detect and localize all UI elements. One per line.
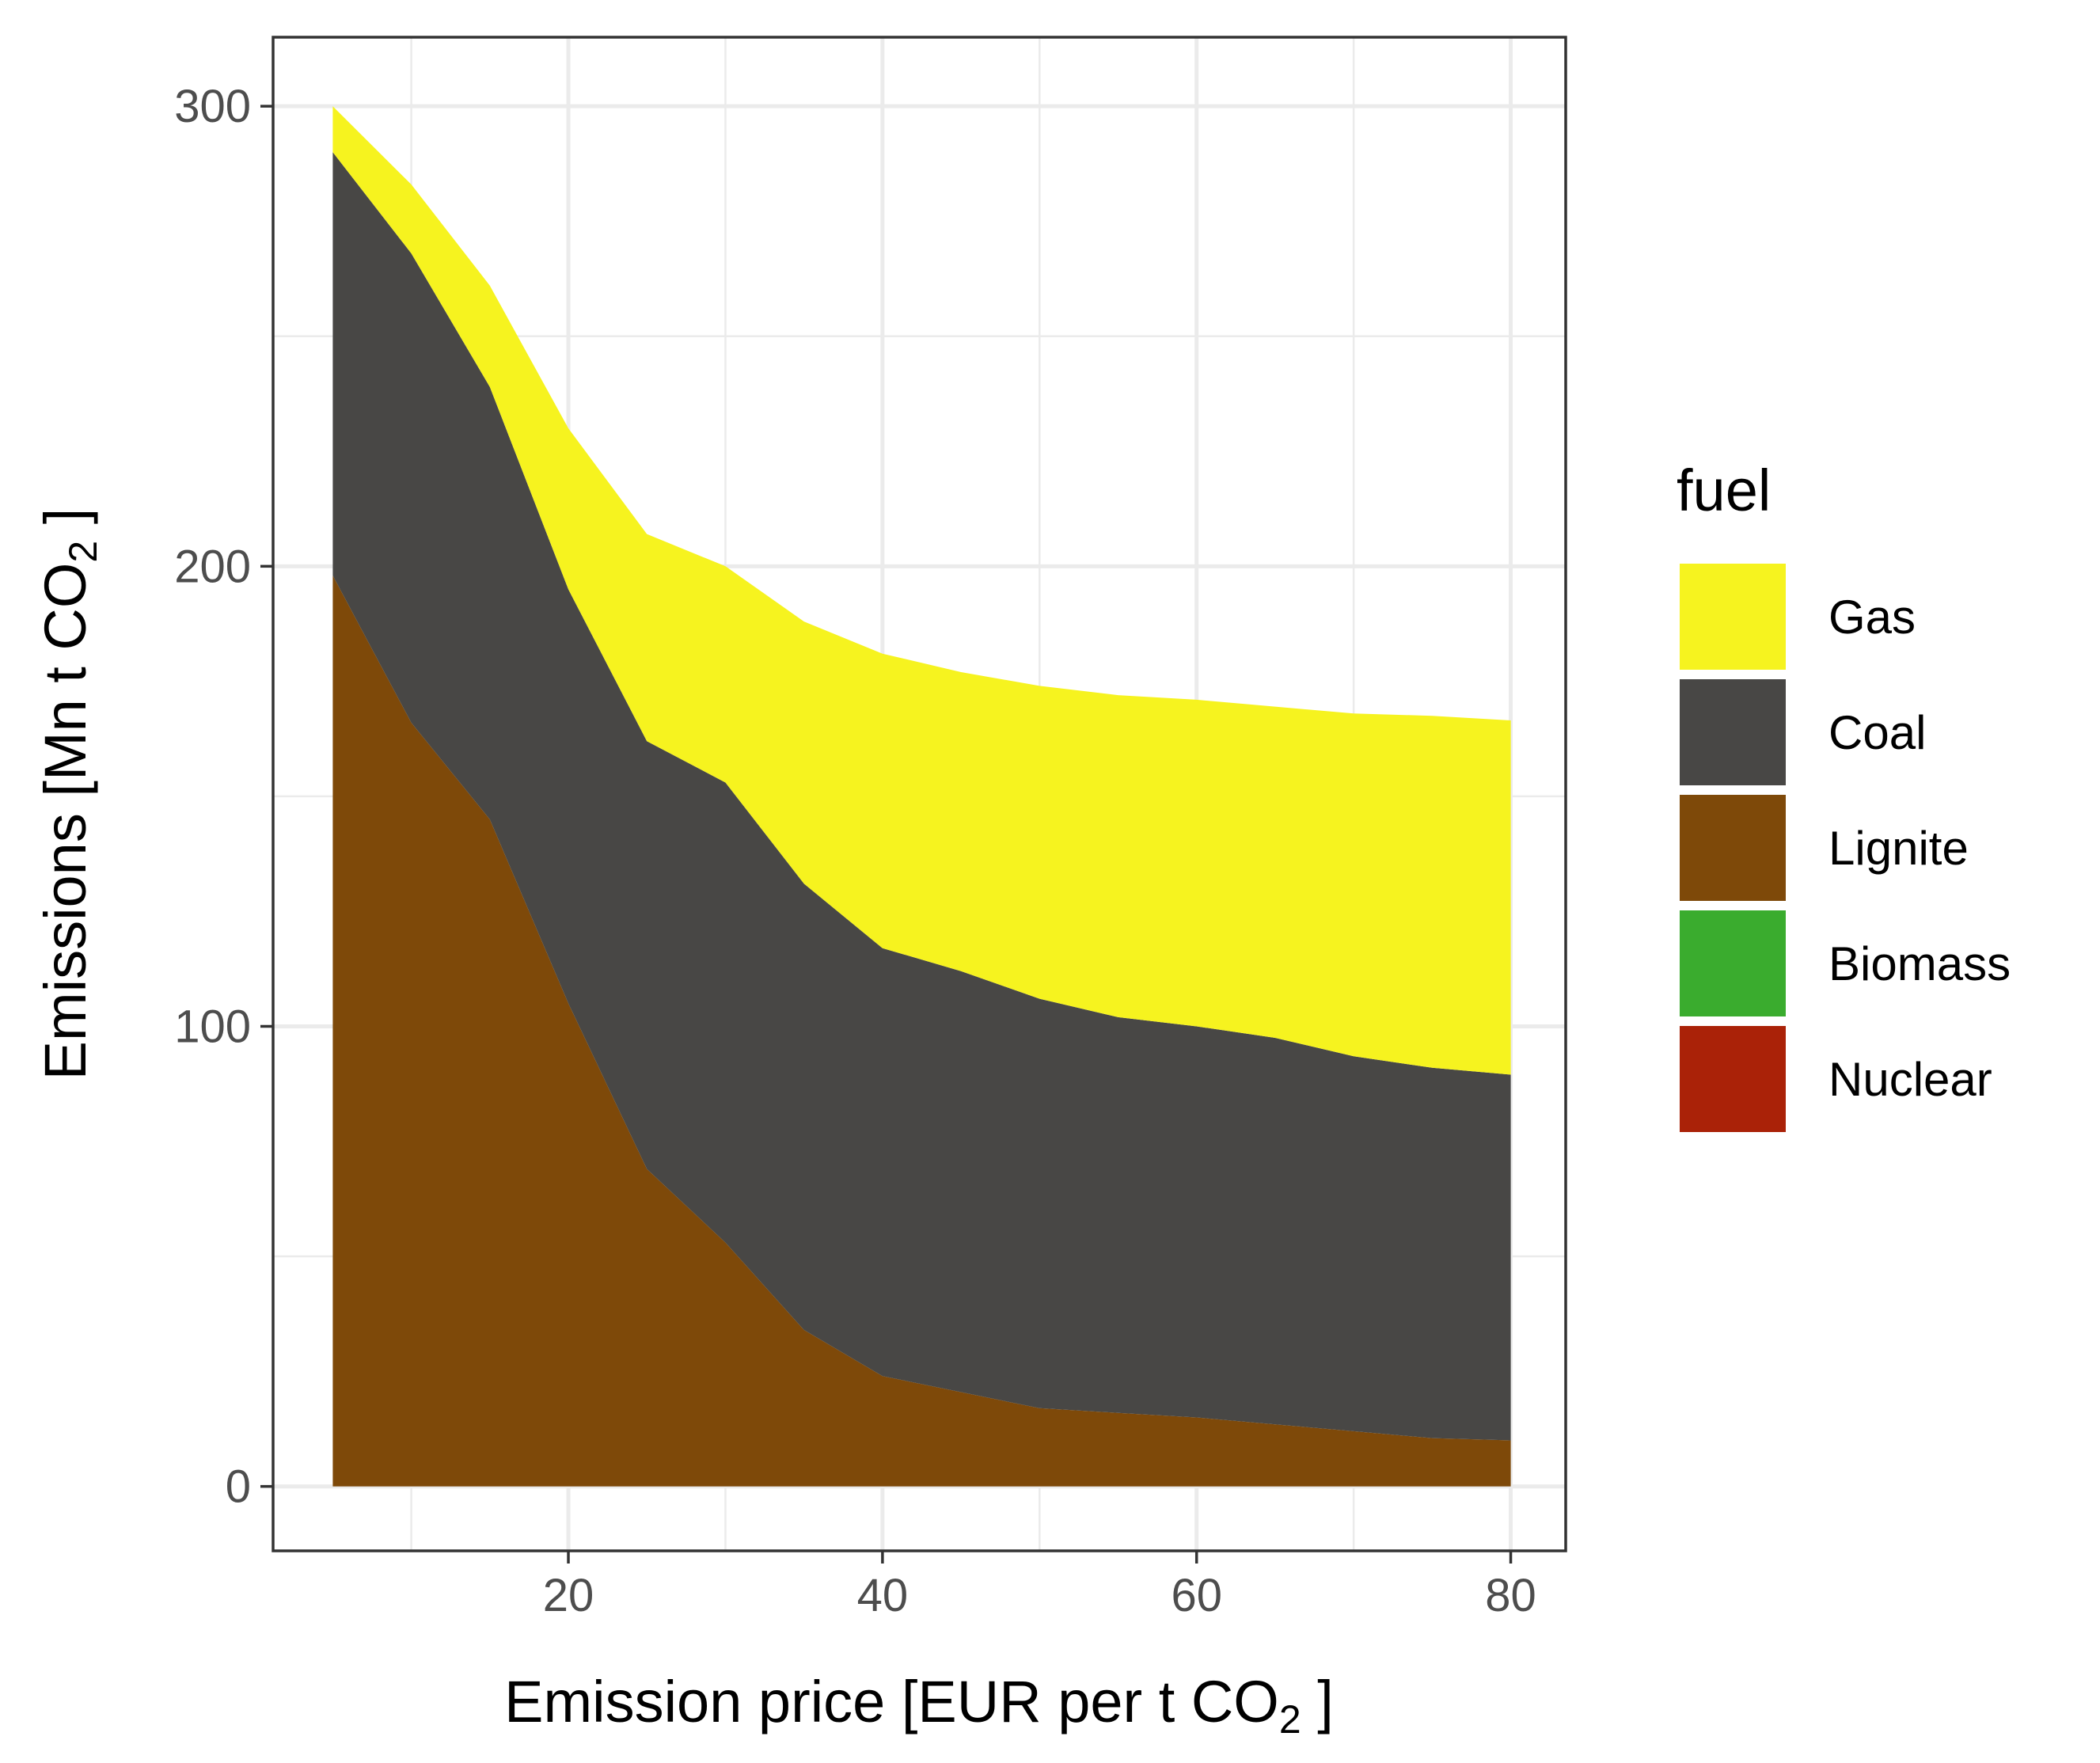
x-tick-label: 60 [1171,1570,1222,1621]
area-lignite [332,576,1511,1487]
legend-key-coal [1680,679,1786,785]
area-coal [332,152,1511,1441]
y-tick-label: 200 [174,541,251,592]
legend-title: fuel [1677,458,1771,523]
x-tick-label: 20 [543,1570,594,1621]
area-series [332,106,1511,1487]
x-tick-label: 40 [857,1570,909,1621]
legend-key-lignite [1680,795,1786,901]
x-axis-title-subscript: 2 [1279,1697,1301,1742]
legend-label-gas: Gas [1828,591,1916,644]
y-axis-title-subscript: 2 [61,541,105,563]
area-gas [332,106,1511,1075]
y-tick-label: 300 [174,81,251,132]
legend-key-biomass [1680,910,1786,1016]
legend: Gas Coal Lignite Biomass Nuclear [1680,564,2011,1132]
legend-label-nuclear: Nuclear [1828,1053,1992,1106]
y-tick-label: 100 [174,1001,251,1052]
legend-key-gas [1680,564,1786,670]
axis-ticks: 20 40 60 80 0 100 200 300 [174,81,1536,1621]
legend-label-biomass: Biomass [1828,937,2011,990]
x-tick-label: 80 [1485,1570,1536,1621]
legend-label-coal: Coal [1828,706,1926,759]
y-tick-label: 0 [226,1461,251,1513]
legend-key-nuclear [1680,1026,1786,1132]
y-axis-title: Emissions [Mn t CO2 ] [32,508,105,1081]
x-axis-title: Emission price [EUR per t CO2 ] [504,1669,1334,1742]
legend-label-lignite: Lignite [1828,822,1969,875]
plot-border [272,36,1567,1552]
